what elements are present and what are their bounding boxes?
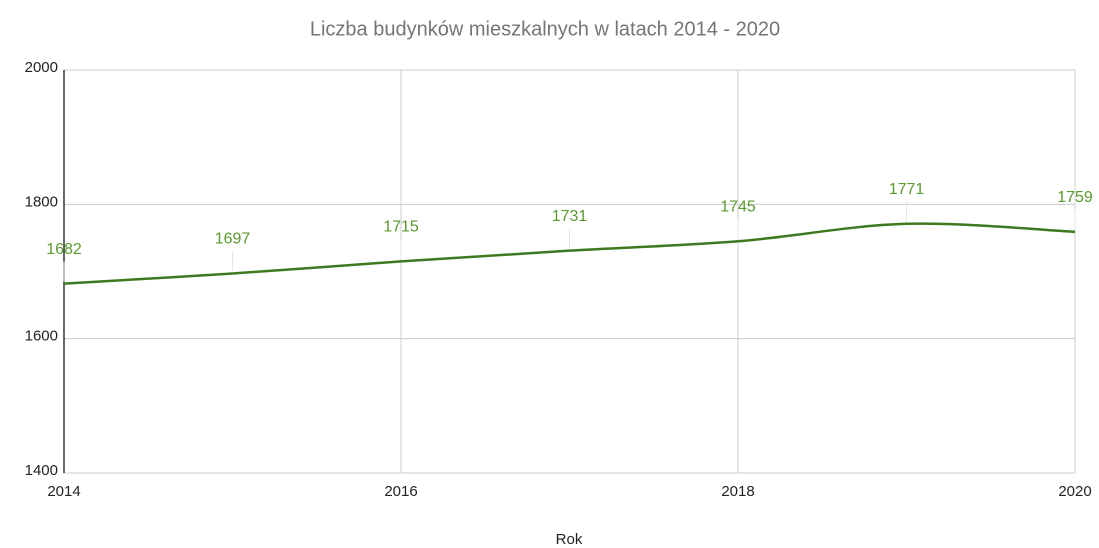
data-label: 1697 (215, 231, 251, 248)
chart-title: Liczba budynków mieszkalnych w latach 20… (310, 18, 780, 40)
line-series (63, 222, 1076, 285)
data-label: 1682 (46, 241, 82, 258)
data-label: 1715 (383, 219, 419, 236)
y-tick-label: 1600 (25, 328, 58, 345)
x-tick-label: 2020 (1058, 483, 1091, 500)
x-tick-label: 2014 (47, 483, 80, 500)
y-tick-label: 1400 (25, 462, 58, 479)
x-axis-label: Rok (556, 531, 583, 548)
data-label: 1771 (889, 181, 925, 198)
data-label: 1731 (552, 208, 588, 225)
x-tick-label: 2016 (384, 483, 417, 500)
y-tick-label: 2000 (25, 59, 58, 76)
data-label: 1759 (1057, 189, 1093, 206)
x-tick-label: 2018 (721, 483, 754, 500)
y-tick-label: 1800 (25, 193, 58, 210)
data-label: 1745 (720, 198, 756, 215)
